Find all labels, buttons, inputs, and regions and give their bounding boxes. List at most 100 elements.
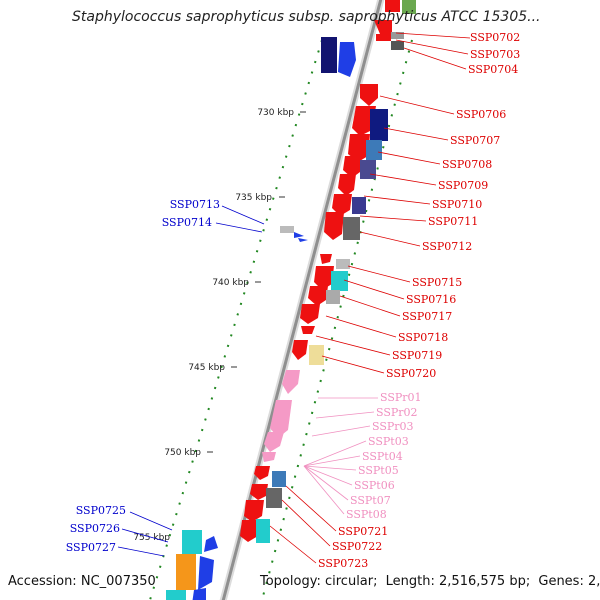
rna-labels: SSPr01 SSPr02 SSPr03 SSPt03 SSPt04 SSPt0… bbox=[303, 391, 422, 521]
gene-arrow[interactable] bbox=[321, 37, 337, 73]
gene-arrow[interactable] bbox=[326, 290, 340, 304]
gene-arrow[interactable] bbox=[391, 32, 404, 39]
gene-label-ssp0711[interactable]: SSP0711 bbox=[428, 215, 478, 228]
gene-arrow[interactable] bbox=[198, 556, 214, 590]
gene-label-ssp0720[interactable]: SSP0720 bbox=[386, 367, 436, 380]
gene-arrow[interactable] bbox=[376, 34, 391, 41]
svg-text:740 kbp: 740 kbp bbox=[212, 278, 249, 288]
gene-arrow[interactable] bbox=[338, 174, 356, 196]
gene-label-ssp0707[interactable]: SSP0707 bbox=[450, 134, 500, 147]
gene-label-ssp0706[interactable]: SSP0706 bbox=[456, 108, 506, 121]
gene-arrow[interactable] bbox=[262, 452, 276, 462]
gene-label-ssp0708[interactable]: SSP0708 bbox=[442, 158, 492, 171]
gene-arrow[interactable] bbox=[254, 466, 270, 480]
gene-arrow[interactable] bbox=[331, 271, 348, 291]
gene-arrow[interactable] bbox=[192, 588, 206, 600]
rna-label-sspt08[interactable]: SSPt08 bbox=[346, 508, 387, 521]
gene-arrow[interactable] bbox=[360, 84, 378, 106]
gene-label-ssp0727[interactable]: SSP0727 bbox=[66, 541, 116, 554]
gene-label-ssp0709[interactable]: SSP0709 bbox=[438, 179, 488, 192]
gene-arrow[interactable] bbox=[266, 488, 282, 508]
rna-label-sspr02[interactable]: SSPr02 bbox=[376, 406, 418, 419]
gene-arrow[interactable] bbox=[338, 42, 356, 77]
genes-label: Genes: bbox=[538, 574, 584, 589]
gene-arrow[interactable] bbox=[309, 345, 324, 365]
gene-arrow[interactable] bbox=[166, 590, 186, 600]
gene-arrow[interactable] bbox=[320, 254, 332, 264]
gene-arrow[interactable] bbox=[294, 232, 304, 238]
gene-label-ssp0723[interactable]: SSP0723 bbox=[318, 557, 368, 570]
gene-arrow[interactable] bbox=[352, 197, 366, 214]
gene-label-ssp0717[interactable]: SSP0717 bbox=[402, 310, 452, 323]
gene-arrow[interactable] bbox=[332, 194, 352, 216]
gene-arrow[interactable] bbox=[292, 340, 308, 360]
gene-label-ssp0710[interactable]: SSP0710 bbox=[432, 198, 482, 211]
gene-arrow[interactable] bbox=[270, 400, 292, 438]
genome-summary: Topology: circular; Length: 2,516,575 bp… bbox=[260, 574, 600, 589]
gene-label-ssp0725[interactable]: SSP0725 bbox=[76, 504, 126, 517]
rna-label-sspt03[interactable]: SSPt03 bbox=[368, 435, 409, 448]
gene-arrow[interactable] bbox=[360, 160, 376, 179]
accession-info: Accession: NC_007350 bbox=[8, 574, 156, 589]
gene-label-ssp0704[interactable]: SSP0704 bbox=[468, 63, 518, 76]
gene-arrow[interactable] bbox=[272, 471, 286, 487]
kbp-tick: 750 kbp bbox=[164, 448, 213, 458]
gene-arrow[interactable] bbox=[348, 134, 370, 162]
rna-label-sspt07[interactable]: SSPt07 bbox=[350, 494, 391, 507]
gene-arrow[interactable] bbox=[385, 0, 400, 12]
gene-arrow[interactable] bbox=[298, 238, 308, 242]
gene-label-ssp0714[interactable]: SSP0714 bbox=[162, 216, 212, 229]
gene-arrow[interactable] bbox=[282, 370, 300, 394]
gene-arrow[interactable] bbox=[240, 520, 260, 542]
gene-arrow[interactable] bbox=[301, 326, 315, 334]
gene-arrow[interactable] bbox=[366, 140, 382, 160]
kbp-ruler: 730 kbp 735 kbp 740 kbp 745 kbp 750 kbp … bbox=[133, 108, 306, 543]
kbp-tick: 735 kbp bbox=[235, 193, 285, 203]
gene-arrow[interactable] bbox=[264, 432, 284, 452]
gene-arrow[interactable] bbox=[343, 217, 360, 240]
length-label: Length: bbox=[385, 574, 435, 589]
length-value: 2,516,575 bp bbox=[439, 574, 526, 589]
svg-text:745 kbp: 745 kbp bbox=[188, 363, 225, 373]
gene-label-ssp0703[interactable]: SSP0703 bbox=[470, 48, 520, 61]
kbp-tick: 730 kbp bbox=[257, 108, 306, 118]
topology-label: Topology: bbox=[260, 574, 321, 589]
gene-arrow[interactable] bbox=[324, 212, 344, 240]
gene-arrow[interactable] bbox=[250, 484, 268, 500]
gene-arrow[interactable] bbox=[256, 519, 270, 543]
gene-label-ssp0715[interactable]: SSP0715 bbox=[412, 276, 462, 289]
rna-label-sspr01[interactable]: SSPr01 bbox=[380, 391, 422, 404]
forward-labels: SSP0702 SSP0703 SSP0704 SSP0706 SSP0707 … bbox=[269, 31, 520, 570]
reverse-gene-cluster-top bbox=[321, 37, 356, 77]
gene-label-ssp0718[interactable]: SSP0718 bbox=[398, 331, 448, 344]
gene-arrow[interactable] bbox=[182, 530, 202, 554]
gene-arrow[interactable] bbox=[308, 286, 328, 306]
gene-label-ssp0721[interactable]: SSP0721 bbox=[338, 525, 388, 538]
gene-arrow[interactable] bbox=[300, 304, 320, 324]
gene-label-ssp0722[interactable]: SSP0722 bbox=[332, 540, 382, 553]
gene-arrow[interactable] bbox=[280, 226, 294, 233]
reverse-labels: SSP0713 SSP0714 SSP0725 SSP0726 SSP0727 bbox=[66, 198, 265, 557]
gene-label-ssp0712[interactable]: SSP0712 bbox=[422, 240, 472, 253]
rna-label-sspr03[interactable]: SSPr03 bbox=[372, 420, 414, 433]
gene-arrow[interactable] bbox=[176, 554, 196, 590]
gene-arrow[interactable] bbox=[244, 500, 264, 522]
gene-arrow[interactable] bbox=[370, 109, 388, 141]
gene-arrow[interactable] bbox=[391, 41, 404, 50]
rna-label-sspt06[interactable]: SSPt06 bbox=[354, 479, 395, 492]
rna-label-sspt04[interactable]: SSPt04 bbox=[362, 450, 403, 463]
gene-arrow[interactable] bbox=[204, 536, 218, 552]
gene-arrow[interactable] bbox=[343, 156, 362, 178]
svg-text:735 kbp: 735 kbp bbox=[235, 193, 272, 203]
gene-arrow[interactable] bbox=[314, 266, 334, 290]
gene-label-ssp0726[interactable]: SSP0726 bbox=[70, 522, 120, 535]
gene-label-ssp0702[interactable]: SSP0702 bbox=[470, 31, 520, 44]
gene-arrow[interactable] bbox=[336, 259, 350, 269]
gene-label-ssp0713[interactable]: SSP0713 bbox=[170, 198, 220, 211]
rna-label-sspt05[interactable]: SSPt05 bbox=[358, 464, 399, 477]
gene-label-ssp0719[interactable]: SSP0719 bbox=[392, 349, 442, 362]
gene-arrow[interactable] bbox=[402, 0, 416, 14]
gene-label-ssp0716[interactable]: SSP0716 bbox=[406, 293, 456, 306]
